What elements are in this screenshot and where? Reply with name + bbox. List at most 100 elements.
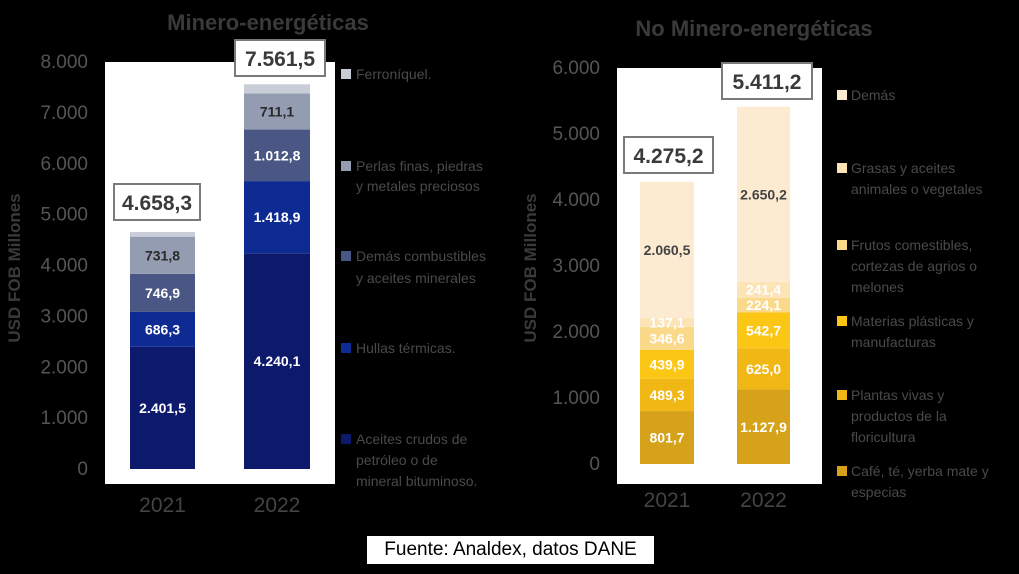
legend-item: Perlas finas, piedras y metales preciosos [341,158,483,194]
legend-label: Materias plásticas y manufacturas [851,313,974,350]
total-box [623,136,714,174]
legend-item: Materias plásticas y manufacturas [837,313,974,350]
bar-segment [737,389,790,464]
category-labels: 2021 2022 [644,489,787,512]
data-label: 489,3 [649,387,684,403]
y-tick-label: 5.000 [40,205,88,226]
data-label: 2.401,5 [139,400,186,416]
y-tick-label: 4.000 [40,256,88,277]
data-label: 686,3 [145,321,180,337]
y-tick-label: 0 [77,459,88,480]
legend-swatch [837,163,847,173]
data-label: 625,0 [746,361,781,377]
bar-segment [640,349,694,379]
legend-item: Plantas vivas y productos de la floricultu… [837,387,947,445]
total-label: 7.561,5 [245,48,315,71]
data-label: 746,9 [145,285,180,301]
legend-label: Aceites crudos de petróleo o de mineral bi… [356,431,477,489]
legend-swatch [837,240,847,250]
source-note: Fuente: Analdex, datos DANE [367,536,654,564]
bar-segment [130,231,195,237]
legend-swatch [837,90,847,100]
y-tick-label: 5.000 [552,124,600,145]
data-label: 731,8 [145,247,180,263]
data-label: 2.060,5 [644,242,691,258]
y-tick-label: 3.000 [40,306,88,327]
data-label: 224,1 [746,297,781,313]
category-labels: 2021 2022 [139,494,300,517]
legend-label: Ferroníquel. [356,66,431,82]
bar-segment [640,378,694,412]
y-tick-label: 8.000 [40,52,88,73]
legend-item: Aceites crudos de petróleo o de mineral bi… [341,431,477,489]
bar-segment [737,281,790,298]
x-tick-label: 2021 [139,494,186,517]
y-tick-label: 6.000 [40,154,88,175]
legend-minero: Ferroníquel. Perlas finas, piedras y metal… [341,66,486,489]
legend-swatch [341,251,351,261]
bar-segment [244,93,310,130]
y-axis-label: USD FOB Millones [5,193,24,342]
y-tick-label: 7.000 [40,103,88,124]
y-axis-label: USD FOB Millones [521,193,540,342]
legend-label: Plantas vivas y productos de la floricultu… [851,387,947,445]
legend-label: Demás [851,87,895,103]
legend-swatch [341,69,351,79]
chart-minero-energeticas: Minero-energéticas USD FOB Millones 0 1.0… [5,10,369,517]
legend-item: Demás combustibles y aceites minerales [341,248,486,286]
y-axis-ticks: 0 1.000 2.000 3.000 4.000 5.000 6.000 [552,58,600,475]
bar-segment [244,181,310,254]
total-labels: 4.658,3 7.561,5 [113,39,326,221]
total-box [113,183,201,221]
x-tick-label: 2021 [644,489,691,512]
data-label: 4.240,1 [254,353,301,369]
total-labels: 4.275,2 5.411,2 [623,62,813,174]
bar-segment [640,411,694,464]
data-label: 1.127,9 [740,419,787,435]
bar-segment [640,181,694,318]
y-tick-label: 1.000 [40,408,88,429]
legend-swatch [341,343,351,353]
data-label: 137,1 [649,314,684,330]
bar-segment [130,273,195,312]
y-tick-label: 2.000 [40,357,88,378]
total-label: 5.411,2 [733,71,802,94]
chart-title: No Minero-energéticas [635,16,872,41]
legend-item: Demás [837,87,895,103]
y-tick-label: 1.000 [552,388,600,409]
legend-no-minero: Demás Grasas y aceites animales o vegetale… [837,87,989,500]
bars: 2.401,5 686,3 746,9 731,8 4.240,1 1.418,9 1.01… [130,84,310,469]
legend-label: Café, té, yerba mate y especias [851,463,989,500]
data-label: 801,7 [649,430,684,446]
legend-swatch [341,161,351,171]
data-label: 346,6 [649,330,684,346]
bar-segment [130,346,195,469]
legend-label: Hullas térmicas. [356,340,456,356]
bar-segment [737,297,790,313]
legend-label: Grasas y aceites animales o vegetales [851,160,983,197]
legend-swatch [837,390,847,400]
bar-segment [244,253,310,469]
y-axis-ticks: 0 1.000 2.000 3.000 4.000 5.000 6.000 7.000 8.00… [40,52,88,480]
y-tick-label: 6.000 [552,58,600,79]
legend-item: Café, té, yerba mate y especias [837,463,989,500]
data-label: 1.012,8 [254,147,301,163]
legend-label: Demás combustibles y aceites minerales [356,248,486,286]
x-tick-label: 2022 [740,489,787,512]
legend-swatch [837,466,847,476]
y-tick-label: 0 [589,454,600,475]
bar-segment [244,84,310,94]
chart-title: Minero-energéticas [167,10,369,35]
y-tick-label: 2.000 [552,322,600,343]
bar-segment [130,236,195,274]
data-label: 439,9 [649,356,684,372]
bar-segment [640,317,694,327]
legend-label: Perlas finas, piedras y metales preciosos [356,158,483,194]
bar-segment [737,106,790,282]
total-label: 4.658,3 [122,192,192,215]
bar-segment [244,129,310,182]
bar-segment [130,311,195,347]
y-tick-label: 4.000 [552,190,600,211]
legend-item: Hullas térmicas. [341,340,456,356]
